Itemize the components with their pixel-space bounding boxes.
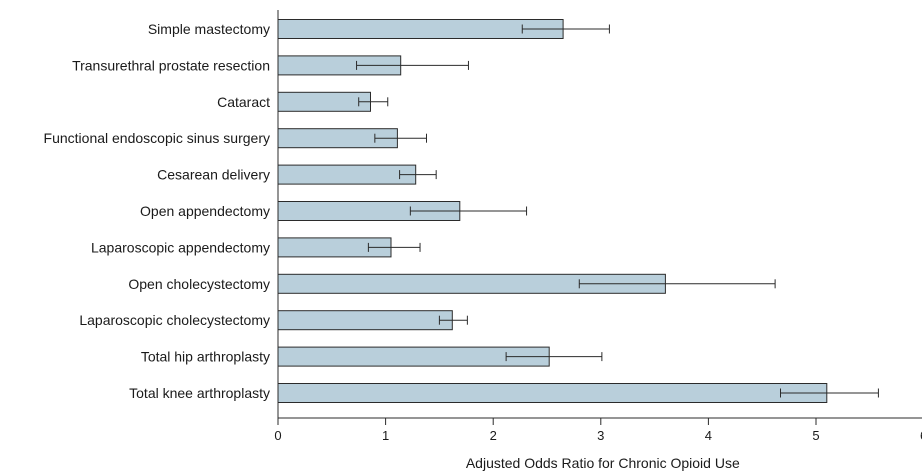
error-bar [505, 352, 603, 362]
error-bar [578, 279, 776, 289]
error-bar [356, 60, 469, 70]
bar [277, 164, 417, 185]
category-label: Total hip arthroplasty [141, 349, 270, 365]
x-tick-label: 2 [490, 428, 497, 443]
category-label: Total knee arthroplasty [129, 385, 270, 401]
error-bar [438, 315, 468, 325]
category-label: Laparoscopic cholecystectomy [79, 312, 270, 328]
error-bar [399, 170, 437, 180]
category-label: Open cholecystectomy [128, 276, 270, 292]
x-axis-title: Adjusted Odds Ratio for Chronic Opioid U… [466, 455, 740, 471]
category-label: Open appendectomy [140, 203, 270, 219]
x-tick-label: 4 [705, 428, 712, 443]
category-label: Functional endoscopic sinus surgery [44, 130, 270, 146]
x-tick-label: 0 [274, 428, 281, 443]
category-labels-layer: Simple mastectomy Transurethral prostate … [44, 21, 271, 401]
bar [277, 19, 564, 39]
x-tick-label: 3 [597, 428, 604, 443]
error-bars-layer [356, 24, 879, 398]
bar [277, 310, 453, 331]
x-tick-label: 1 [382, 428, 389, 443]
category-label: Laparoscopic appendectomy [91, 239, 270, 255]
bar [277, 383, 828, 403]
bar [277, 91, 371, 112]
x-tick-label: 5 [812, 428, 819, 443]
x-tick-label: 6 [920, 428, 922, 443]
x-axis: 0 1 2 3 4 5 6 [274, 10, 922, 443]
bars-layer [277, 19, 828, 403]
category-label: Transurethral prostate resection [72, 57, 270, 73]
error-bar [367, 242, 421, 252]
category-label: Cesarean delivery [157, 167, 270, 183]
error-bar [358, 97, 389, 107]
error-bar [409, 206, 528, 216]
error-bar [779, 388, 879, 398]
category-label: Simple mastectomy [148, 21, 270, 37]
error-bar [521, 24, 610, 34]
error-bar [374, 133, 427, 143]
category-label: Cataract [217, 94, 270, 110]
